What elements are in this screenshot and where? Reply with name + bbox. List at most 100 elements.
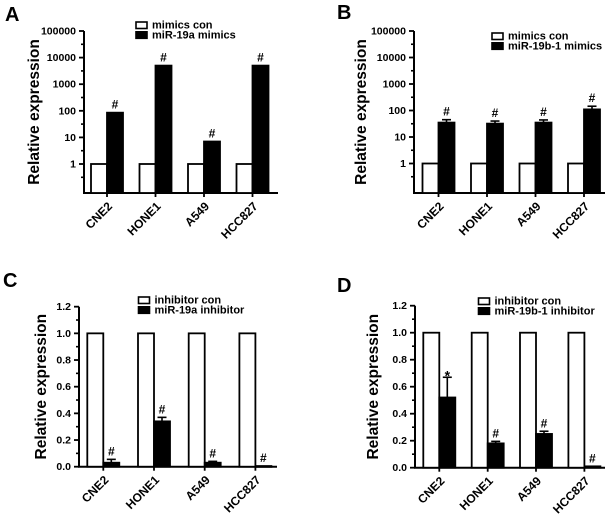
y-tick-label: 0.0 (56, 461, 71, 473)
y-tick-label: 0.6 (392, 381, 407, 393)
control-bar (90, 163, 108, 194)
y-tick-label: 10 (64, 132, 76, 144)
treatment-bar (437, 121, 456, 194)
y-tick-label: 100000 (371, 26, 406, 38)
y-tick-label: 1.2 (56, 301, 71, 313)
treatment-bar (203, 140, 221, 194)
control-bar (567, 331, 586, 469)
legend-swatch (491, 41, 504, 51)
y-tick-label: 1.2 (392, 300, 407, 312)
treatment-bar (486, 122, 504, 194)
y-tick-label: 0.2 (392, 435, 407, 447)
category-label: HONE1 (456, 199, 495, 238)
y-tick-label: 10000 (377, 52, 406, 64)
control-bar (470, 162, 488, 194)
y-tick-label: 10000 (47, 52, 76, 64)
y-tick-label: 0.4 (56, 408, 71, 420)
panel-label-b: B (337, 2, 352, 24)
treatment-bar (486, 442, 505, 469)
y-tick-label: 0.8 (56, 355, 71, 367)
y-tick-label: 0.2 (56, 435, 71, 447)
y-tick-label: 1000 (383, 79, 407, 91)
treatment-bar (438, 396, 457, 469)
significance-marker: # (589, 451, 596, 465)
y-tick-label: 100 (388, 105, 406, 117)
significance-marker: # (257, 51, 264, 65)
control-bar (470, 331, 489, 469)
legend-label: miR-19a mimics (152, 29, 236, 41)
control-bar (567, 162, 585, 194)
legend-swatch (477, 297, 491, 306)
significance-marker: # (159, 402, 166, 416)
category-label: HCC827 (550, 474, 593, 517)
control-bar (422, 331, 441, 469)
panel-label-d: D (337, 275, 352, 297)
y-tick-label: 100000 (41, 26, 76, 38)
legend-swatch (137, 296, 151, 305)
significance-marker: # (108, 444, 115, 458)
significance-marker: # (209, 127, 216, 141)
y-tick-label: 1.0 (56, 328, 71, 340)
y-tick-label: 0.8 (392, 354, 407, 366)
legend-swatch (135, 30, 148, 40)
significance-marker: # (492, 106, 499, 120)
category-label: A549 (182, 199, 212, 229)
legend-label: inhibitor con (155, 295, 222, 307)
significance-marker: # (160, 51, 167, 65)
category-label: CNE2 (83, 199, 116, 232)
control-bar (235, 163, 254, 194)
control-bar (238, 332, 257, 468)
panel-label-a: A (5, 4, 20, 26)
category-label: CNE2 (79, 473, 112, 506)
category-label: HCC827 (550, 199, 593, 242)
control-bar (187, 332, 206, 468)
panel-label-c: C (3, 270, 18, 292)
control-bar (86, 332, 105, 468)
significance-marker: # (541, 416, 548, 430)
control-bar (519, 331, 537, 469)
treatment-bar (154, 64, 173, 194)
y-axis-label: Relative expression (33, 314, 50, 460)
category-label: A549 (183, 473, 213, 503)
control-bar (138, 163, 157, 194)
significance-marker: # (540, 105, 547, 119)
panel-d: 0.0 0.2 0.4 0.6 0.8 1.0 1.2 Relative expression… (365, 296, 605, 517)
significance-marker: # (492, 426, 499, 440)
significance-marker: # (443, 105, 450, 119)
treatment-bar (153, 420, 171, 468)
category-label: HCC827 (221, 473, 264, 516)
legend-swatch (477, 306, 491, 316)
category-label: CNE2 (415, 474, 448, 507)
significance-marker: # (260, 451, 267, 465)
y-tick-label: 0.4 (392, 408, 407, 420)
y-tick-label: 1.0 (392, 327, 407, 339)
significance-marker: # (209, 446, 216, 460)
y-tick-label: 0.0 (392, 462, 407, 474)
panel-c: 0.0 0.2 0.4 0.6 0.8 1.0 1.2 Relative expression… (33, 295, 277, 516)
y-axis-label: Relative expression (365, 314, 382, 460)
category-label: A549 (514, 474, 544, 504)
legend-label: mimics con (508, 31, 569, 43)
y-tick-label: 0.6 (56, 381, 71, 393)
legend-swatch (491, 32, 504, 41)
y-tick-label: 1 (70, 159, 76, 171)
category-label: HONE1 (457, 474, 496, 513)
treatment-bar (583, 108, 601, 194)
significance-marker: # (589, 91, 596, 105)
legend-swatch (135, 21, 148, 30)
category-label: A549 (513, 199, 543, 229)
significance-marker: * (445, 367, 451, 383)
y-tick-label: 1 (400, 158, 406, 170)
significance-marker: # (112, 98, 119, 112)
category-label: HCC827 (218, 199, 261, 242)
category-label: CNE2 (414, 199, 447, 232)
legend-label: miR-19b-1 inhibitor (495, 305, 596, 317)
control-bar (187, 163, 205, 194)
y-tick-label: 100 (58, 105, 76, 117)
legend-swatch (137, 305, 151, 315)
control-bar (421, 162, 440, 194)
